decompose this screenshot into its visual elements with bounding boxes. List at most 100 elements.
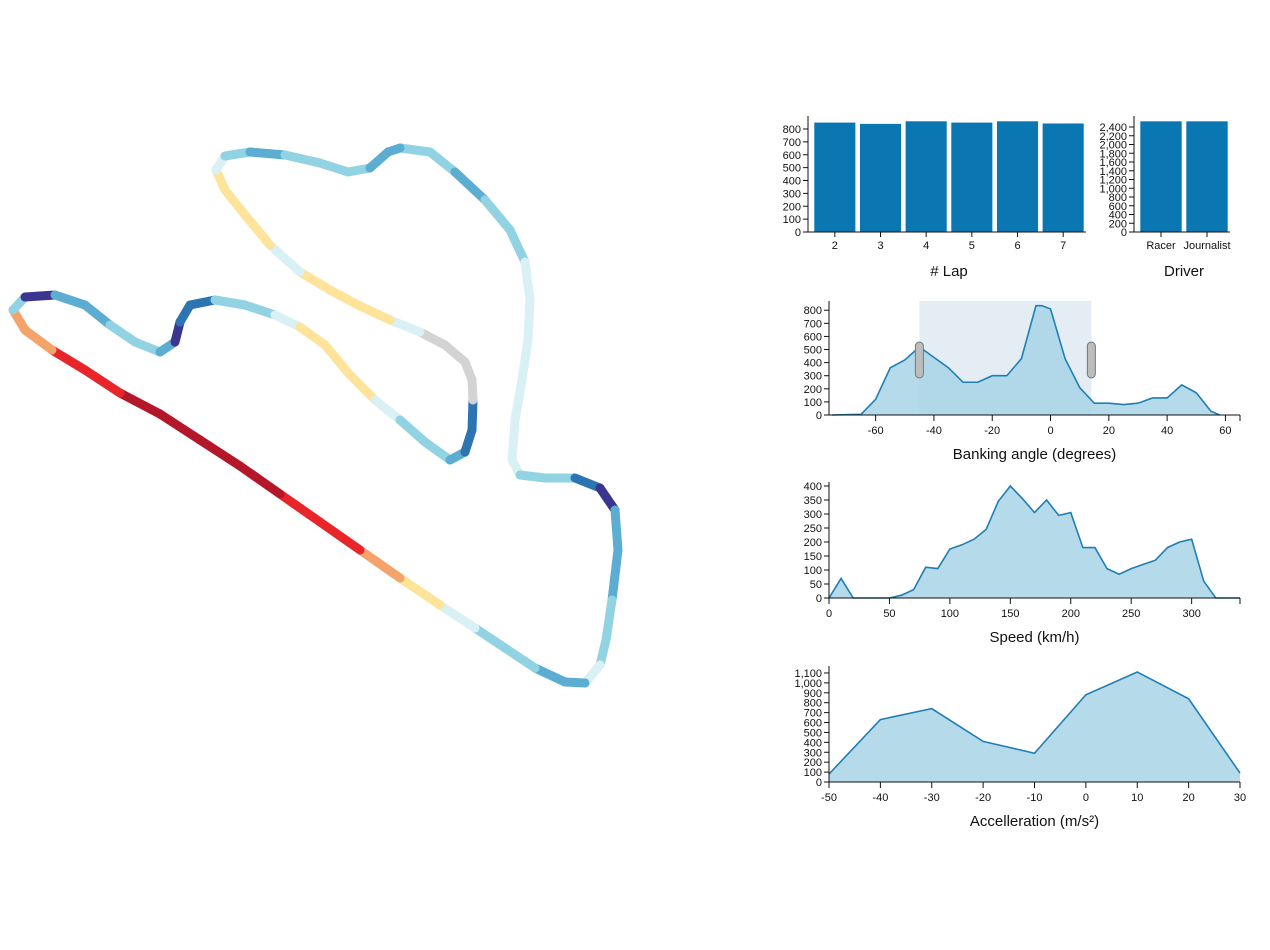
x-tick-label: 0	[826, 608, 832, 620]
track-segment	[240, 210, 275, 250]
y-tick-label: 500	[804, 727, 822, 739]
y-tick-label: 2,000	[1099, 140, 1127, 152]
driver-bar-chart: Racer Journalist02004006008001,0001,2001,…	[1099, 116, 1231, 280]
track-segment	[315, 517, 365, 555]
brush-selection[interactable]	[919, 301, 1092, 415]
track-segment	[435, 600, 480, 633]
x-tick-label: -40	[872, 792, 888, 804]
brush-handle[interactable]	[914, 341, 924, 379]
y-tick-label: 100	[804, 767, 822, 779]
x-tick-label: Racer	[1146, 240, 1176, 252]
track-segment	[105, 320, 140, 347]
y-tick-label: 1,600	[1099, 157, 1127, 169]
y-tick-label: 300	[783, 188, 801, 200]
x-tick-label: 0	[1083, 792, 1089, 804]
track-segment	[450, 167, 490, 205]
area-fill	[829, 671, 1240, 782]
track-segment	[480, 195, 515, 235]
track-segment	[523, 295, 535, 345]
y-tick-label: 1,100	[794, 668, 822, 680]
y-tick-label: 400	[1109, 210, 1127, 222]
x-tick-label: -50	[821, 792, 837, 804]
track-segment	[395, 143, 435, 157]
x-tick-label: -40	[926, 425, 942, 437]
y-tick-label: 400	[804, 481, 822, 493]
x-axis-title: # Lap	[930, 263, 968, 280]
track-segment	[467, 395, 478, 435]
y-tick-label: 0	[816, 593, 822, 605]
y-tick-label: 50	[810, 579, 822, 591]
y-tick-label: 600	[1109, 201, 1127, 213]
track-segment	[245, 147, 290, 160]
x-tick-label: 250	[1122, 608, 1140, 620]
y-tick-label: 300	[804, 371, 822, 383]
track-segment	[315, 158, 353, 177]
y-tick-label: 2,400	[1099, 122, 1127, 134]
track-segment	[370, 395, 405, 425]
y-tick-label: 700	[783, 137, 801, 149]
y-tick-label: 2,200	[1099, 131, 1127, 143]
y-tick-label: 200	[783, 201, 801, 213]
track-segments	[8, 143, 623, 688]
x-tick-label: 100	[941, 608, 959, 620]
y-tick-label: 0	[1121, 227, 1127, 239]
acceleration-area-chart: 01002003004005006007008009001,0001,100-5…	[794, 666, 1246, 830]
track-segment	[325, 285, 365, 311]
x-tick-label: 60	[1219, 425, 1231, 437]
bar[interactable]	[905, 121, 947, 232]
x-tick-label: 7	[1060, 240, 1066, 252]
track-segment	[355, 301, 395, 325]
y-tick-label: 500	[804, 345, 822, 357]
track-segment	[385, 315, 425, 337]
y-tick-label: 0	[795, 227, 801, 239]
track-segment	[395, 573, 445, 610]
x-tick-label: 50	[883, 608, 895, 620]
track-segment	[280, 150, 325, 168]
x-tick-label: 20	[1183, 792, 1195, 804]
track-segment	[505, 225, 530, 267]
track-segment	[47, 345, 90, 375]
y-tick-label: 300	[804, 509, 822, 521]
brush-handle[interactable]	[1086, 341, 1096, 379]
y-tick-label: 400	[804, 358, 822, 370]
area-fill	[829, 486, 1240, 598]
bar[interactable]	[859, 123, 902, 232]
bar[interactable]	[1042, 123, 1084, 232]
track-segment	[320, 340, 355, 380]
track-segment	[520, 257, 535, 305]
bar[interactable]	[1186, 121, 1228, 232]
y-tick-label: 900	[804, 688, 822, 700]
y-tick-label: 150	[804, 551, 822, 563]
x-axis-title: Driver	[1164, 263, 1204, 280]
y-tick-label: 700	[804, 318, 822, 330]
track-segment	[395, 415, 430, 447]
y-tick-label: 100	[804, 397, 822, 409]
track-segment	[155, 409, 205, 445]
x-tick-label: 3	[877, 240, 883, 252]
x-tick-label: 2	[832, 240, 838, 252]
y-tick-label: 600	[783, 150, 801, 162]
track-segment	[470, 623, 510, 653]
y-tick-label: 800	[804, 698, 822, 710]
x-tick-label: Journalist	[1183, 240, 1230, 252]
track-segment	[195, 435, 245, 471]
x-tick-label: 0	[1047, 425, 1053, 437]
bar[interactable]	[996, 121, 1039, 232]
track-segment	[20, 290, 60, 302]
y-tick-label: 800	[1109, 192, 1127, 204]
y-tick-label: 200	[804, 384, 822, 396]
bar[interactable]	[814, 122, 856, 232]
track-segment	[355, 545, 405, 583]
track-segment	[220, 185, 250, 220]
x-tick-label: 30	[1234, 792, 1246, 804]
bar[interactable]	[1140, 121, 1182, 232]
x-axis-title: Banking angle (degrees)	[953, 446, 1116, 463]
track-segment	[610, 505, 623, 555]
bar[interactable]	[951, 122, 993, 232]
track-segment	[601, 595, 617, 645]
track-segment	[210, 295, 250, 310]
track-segment	[270, 310, 305, 332]
track-segment	[383, 143, 405, 157]
y-tick-label: 400	[804, 737, 822, 749]
